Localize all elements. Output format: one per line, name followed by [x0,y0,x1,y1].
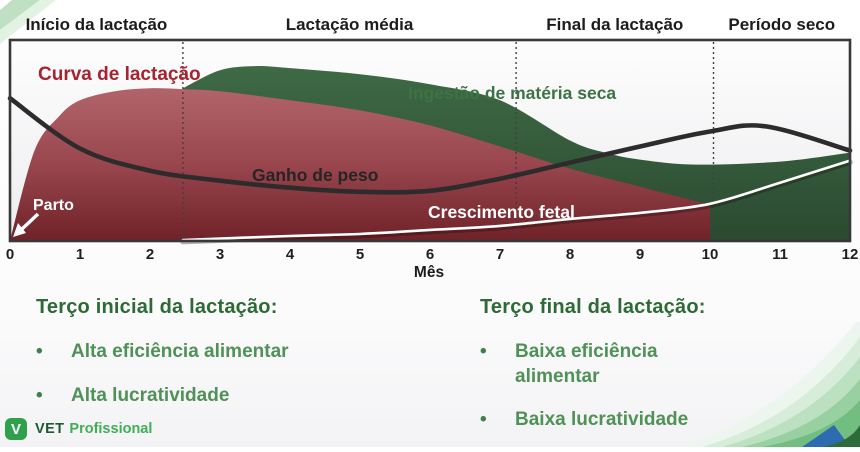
notes-final-third: Terço final da lactação: • Baixa eficiênc… [480,296,725,452]
notes-initial-third: Terço inicial da lactação: • Alta eficiên… [36,296,431,427]
list-item-text: Baixa lucratividade [515,409,689,431]
logo-suffix: Profissional [69,421,153,437]
notes-initial-third-title: Terço inicial da lactação: [36,296,278,318]
plot-background [10,40,850,241]
x-tick-label: 7 [496,246,504,263]
list-item: • Alta lucratividade [36,384,431,409]
list-item: • Baixa lucratividade [480,408,725,433]
vet-profissional-logo: V VET Profissional [5,418,152,440]
phase-label: Final da lactação [546,15,683,34]
x-tick-label: 9 [636,246,644,263]
plot-border [8,38,852,243]
area-lactation-curve [10,88,710,241]
corner-decoration-top-left [0,0,56,44]
label-parto: Parto [33,197,74,214]
notes-initial-third-list: • Alta eficiência alimentar • Alta lucrati… [36,340,431,408]
bullet-icon: • [480,409,487,431]
logo-v-icon: V [5,418,27,440]
bullet-icon: • [480,341,487,362]
list-item: • Baixa eficiência alimentar [480,340,725,389]
line-weight-gain [7,96,853,195]
label-fetal-growth: Crescimento fetal [428,202,575,222]
x-tick-label: 10 [702,246,719,263]
x-tick-label: 11 [772,246,788,263]
x-tick-label: 1 [76,246,84,263]
x-tick-label: 0 [6,246,14,263]
list-item-text: Alta eficiência alimentar [71,341,289,362]
phase-dividers [182,42,715,240]
x-axis-title: Mês [414,264,444,281]
label-lactation-curve: Curva de lactação [38,64,201,85]
line-fetal-growth [181,159,852,242]
logo-brand: VET [35,421,65,437]
parto-arrow-icon [13,212,40,237]
lactation-chart: Curva de lactação Ingestão de matéria se… [6,15,859,281]
x-tick-label: 5 [356,246,364,263]
list-item-text: Alta lucratividade [71,384,230,406]
notes-final-third-title: Terço final da lactação: [480,296,706,318]
x-tick-label: 2 [146,246,154,263]
bullet-icon: • [36,384,43,406]
x-tick-label: 3 [216,246,224,263]
x-tick-label: 12 [842,246,859,263]
list-item-text: Baixa eficiência alimentar [515,341,658,387]
phase-label: Lactação média [286,15,414,34]
phase-label: Período seco [728,15,835,34]
phase-label: Início da lactação [26,15,168,34]
list-item: • Alta eficiência alimentar [36,340,431,365]
bullet-icon: • [36,341,43,362]
phase-labels: Início da lactação Lactação média Final da… [26,15,836,34]
area-dry-matter-intake [182,66,850,242]
x-tick-label: 4 [286,246,295,263]
label-dry-matter-intake: Ingestão de matéria seca [408,83,616,103]
curve-labels: Curva de lactação Ingestão de matéria se… [13,64,616,237]
x-tick-label: 6 [426,246,434,263]
label-weight-gain: Ganho de peso [252,165,378,185]
line-fetal-growth-shadow [180,159,853,245]
notes-final-third-list: • Baixa eficiência alimentar • Baixa lucra… [480,340,725,433]
x-tick-label: 8 [566,246,574,263]
x-axis-ticks: 0 1 2 3 4 5 6 7 8 9 10 11 12 [6,246,859,263]
